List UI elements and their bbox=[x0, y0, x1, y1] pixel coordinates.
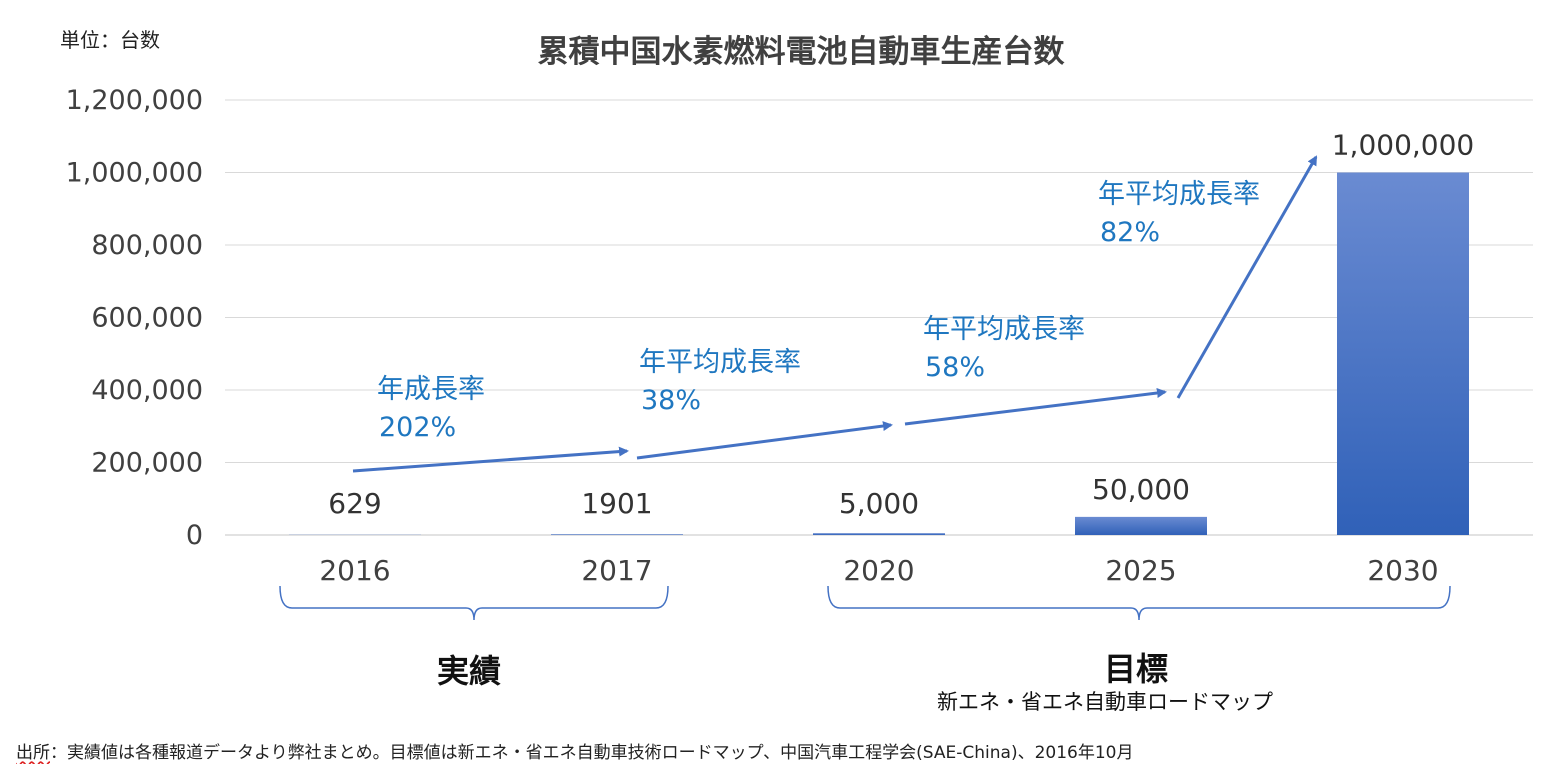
unit-label: 単位：台数 bbox=[60, 28, 160, 52]
source-note: 出所：実績値は各種報道データより弊社まとめ。目標値は新エネ・省エネ自動車技術ロー… bbox=[16, 738, 1133, 763]
growth-arrow bbox=[636, 421, 893, 460]
growth-arrow bbox=[904, 388, 1167, 426]
target-group-label: 目標 bbox=[1104, 650, 1169, 688]
growth-annotation-value: 82% bbox=[1100, 217, 1160, 248]
bar-value-label: 629 bbox=[328, 487, 381, 520]
roadmap-label: 新エネ・省エネ自動車ロードマップ bbox=[937, 690, 1273, 714]
x-tick-label: 2016 bbox=[319, 554, 390, 587]
y-tick-label: 1,000,000 bbox=[66, 158, 203, 189]
y-tick-label: 600,000 bbox=[91, 303, 203, 334]
bar bbox=[813, 533, 945, 535]
growth-annotation-label: 年平均成長率 bbox=[923, 314, 1085, 345]
bar-value-label: 1901 bbox=[581, 487, 652, 520]
bar bbox=[1337, 172, 1469, 535]
y-tick-label: 200,000 bbox=[91, 448, 203, 479]
actual-bracket bbox=[279, 585, 669, 621]
source-text: ：実績値は各種報道データより弊社まとめ。目標値は新エネ・省エネ自動車技術ロードマ… bbox=[50, 743, 1134, 763]
chart-title: 累積中国水素燃料電池自動車生産台数 bbox=[537, 34, 1065, 70]
growth-annotation-label: 年平均成長率 bbox=[639, 347, 801, 378]
bar-value-label: 1,000,000 bbox=[1332, 129, 1475, 162]
y-tick-label: 0 bbox=[186, 520, 203, 551]
source-prefix: 出所 bbox=[16, 743, 50, 763]
x-tick-label: 2030 bbox=[1367, 554, 1438, 587]
growth-annotation-value: 58% bbox=[925, 352, 985, 383]
growth-annotation-value: 38% bbox=[641, 385, 701, 416]
bar bbox=[1075, 516, 1207, 535]
target-bracket bbox=[827, 585, 1451, 621]
growth-arrow bbox=[352, 446, 629, 473]
actual-group-label: 実績 bbox=[437, 652, 502, 690]
growth-arrow bbox=[1176, 155, 1318, 399]
x-tick-label: 2020 bbox=[843, 554, 914, 587]
bar-value-label: 50,000 bbox=[1092, 473, 1190, 506]
y-tick-label: 400,000 bbox=[91, 375, 203, 406]
x-tick-label: 2017 bbox=[581, 554, 652, 587]
x-tick-label: 2025 bbox=[1105, 554, 1176, 587]
bar-value-label: 5,000 bbox=[839, 487, 919, 520]
growth-annotation-label: 年成長率 bbox=[377, 374, 485, 405]
bar bbox=[551, 534, 683, 535]
y-tick-label: 1,200,000 bbox=[66, 85, 203, 116]
growth-annotation-value: 202% bbox=[379, 412, 456, 443]
growth-annotation-label: 年平均成長率 bbox=[1098, 179, 1260, 210]
y-tick-label: 800,000 bbox=[91, 230, 203, 261]
